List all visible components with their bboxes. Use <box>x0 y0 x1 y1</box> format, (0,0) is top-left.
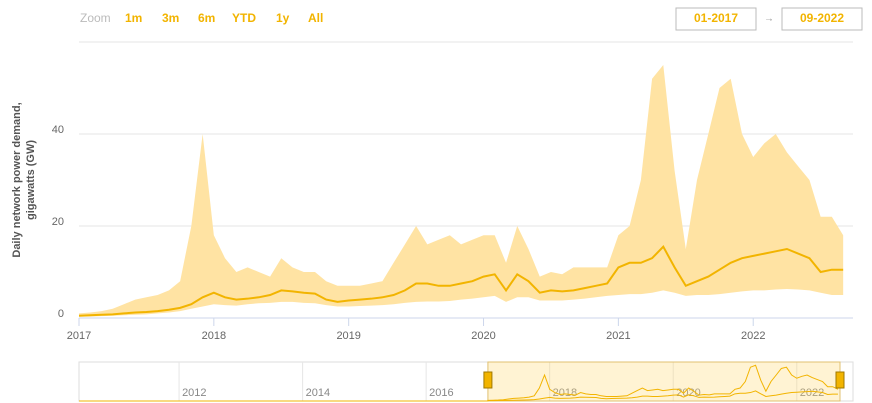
x-tick-label: 2018 <box>202 330 226 342</box>
date-to[interactable]: 09-2022 <box>800 11 844 25</box>
date-from[interactable]: 01-2017 <box>694 11 738 25</box>
y-tick-label: 0 <box>58 308 64 320</box>
x-tick-label: 2020 <box>471 330 495 342</box>
x-tick-label: 2019 <box>336 330 360 342</box>
y-tick-label: 40 <box>52 124 64 136</box>
x-tick-label: 2021 <box>606 330 630 342</box>
zoom-button[interactable]: 3m <box>162 11 179 25</box>
zoom-button[interactable]: 1m <box>125 11 142 25</box>
y-axis-title: Daily network power demand, gigawatts (G… <box>11 102 37 257</box>
navigator-tick-label: 2014 <box>306 387 330 399</box>
x-tick-label: 2022 <box>741 330 765 342</box>
zoom-button[interactable]: 6m <box>198 11 215 25</box>
date-from-box[interactable] <box>675 7 757 31</box>
y-tick-label: 20 <box>52 216 64 228</box>
zoom-button[interactable]: 1y <box>276 11 290 25</box>
navigator-high <box>79 364 839 402</box>
navigator-line <box>79 390 838 402</box>
zoom-label: Zoom <box>80 11 111 25</box>
y-axis-title-line: gigawatts (GW) <box>25 140 37 220</box>
navigator-tick-label: 2016 <box>429 387 453 399</box>
y-axis-title-line: Daily network power demand, <box>11 102 23 257</box>
zoom-button[interactable]: YTD <box>232 11 256 25</box>
x-tick-label: 2017 <box>67 330 91 342</box>
navigator-tick-label: 2018 <box>553 387 577 399</box>
navigator-tick-label: 2022 <box>800 387 824 399</box>
date-to-box[interactable] <box>781 7 863 31</box>
range-area <box>79 65 844 317</box>
date-arrow: → <box>764 14 774 25</box>
zoom-button[interactable]: All <box>308 11 323 25</box>
navigator-tick-label: 2012 <box>182 387 206 399</box>
navigator-handle[interactable] <box>483 371 493 389</box>
line-series <box>78 245 844 317</box>
navigator-handle[interactable] <box>835 371 845 389</box>
